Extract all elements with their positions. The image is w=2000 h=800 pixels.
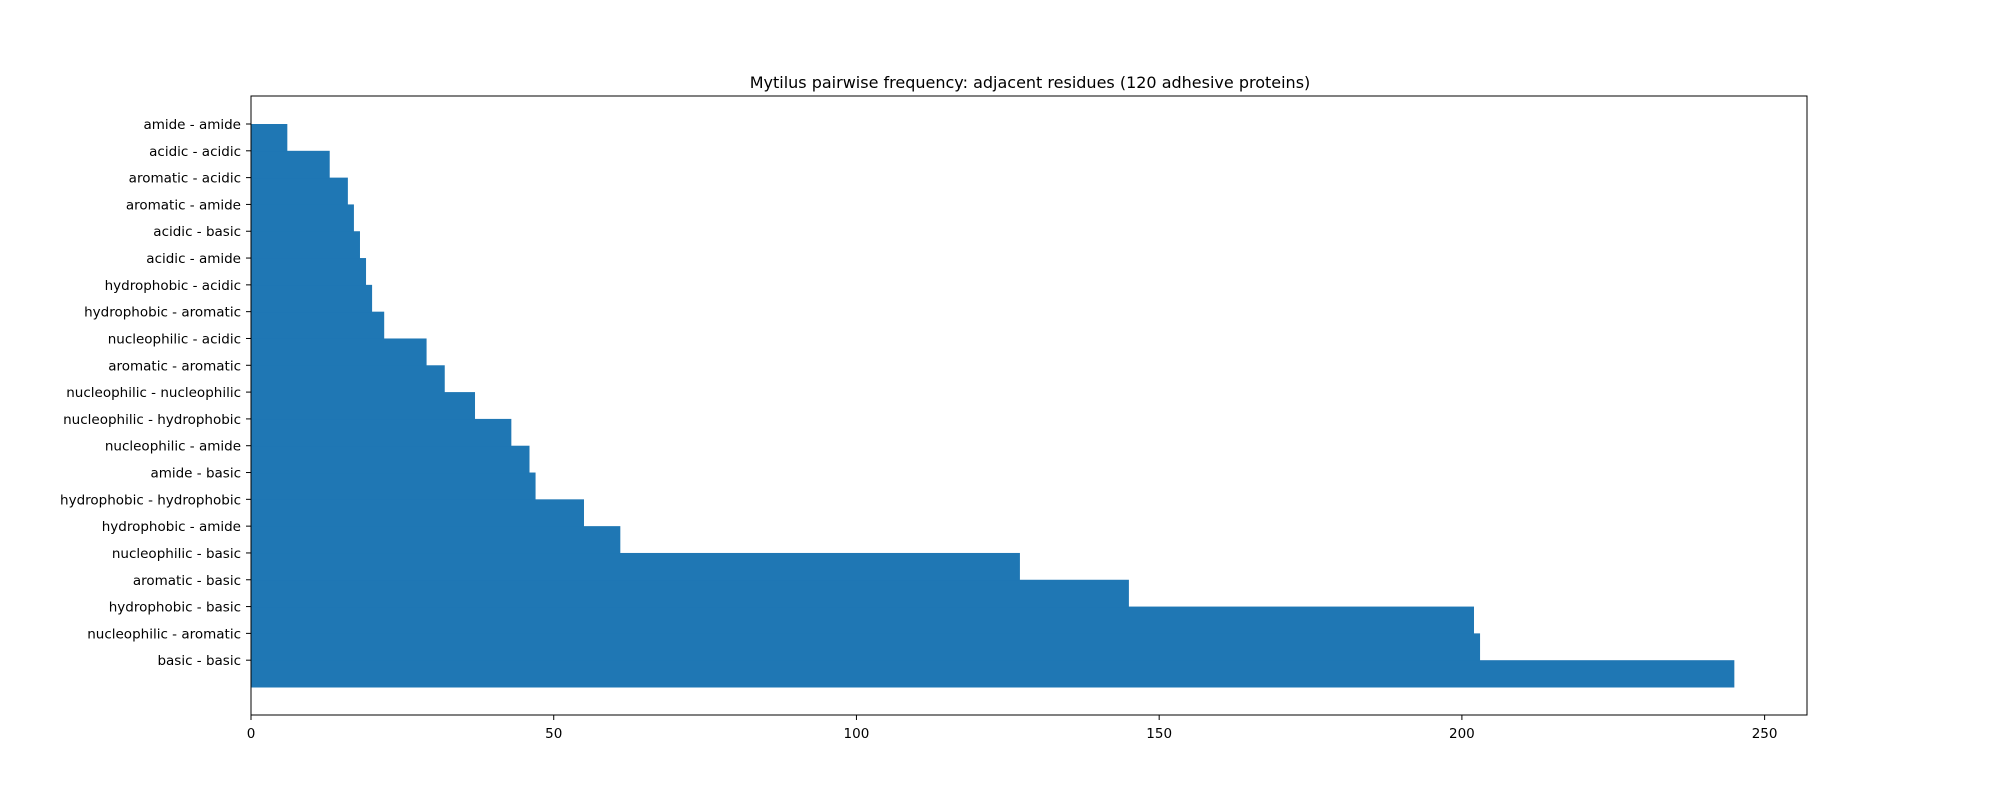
bar (251, 177, 348, 205)
bar (251, 606, 1475, 634)
y-tick-label: nucleophilic - nucleophilic (66, 385, 241, 401)
plot-frame (250, 95, 1808, 716)
bar (251, 258, 367, 286)
bar (251, 660, 1735, 688)
y-tick-label: acidic - basic (153, 224, 241, 240)
y-tick-label: nucleophilic - acidic (108, 331, 241, 347)
x-tick-label: 150 (1146, 726, 1172, 742)
y-tick-label: amide - basic (150, 466, 241, 482)
bar (251, 150, 330, 179)
chart-title: Mytilus pairwise frequency: adjacent res… (750, 73, 1311, 92)
y-tick-label: aromatic - acidic (129, 171, 241, 187)
y-tick-label: aromatic - basic (133, 573, 241, 589)
x-tick-label: 100 (844, 726, 870, 742)
y-tick-label: nucleophilic - aromatic (87, 626, 241, 642)
bar (251, 472, 536, 500)
bar (251, 418, 512, 447)
y-tick-label: hydrophobic - acidic (105, 278, 241, 294)
y-tick-label: acidic - acidic (149, 144, 241, 160)
bar (251, 526, 621, 554)
bar (251, 124, 288, 152)
bar (251, 311, 385, 339)
y-tick-label: acidic - amide (146, 251, 241, 267)
y-tick-label: nucleophilic - amide (105, 439, 241, 455)
bar (251, 338, 427, 366)
bar (251, 284, 373, 313)
y-tick-label: hydrophobic - aromatic (84, 305, 241, 321)
x-tick-label: 200 (1449, 726, 1475, 742)
y-tick-label: aromatic - aromatic (108, 358, 241, 374)
y-tick-label: nucleophilic - basic (112, 546, 241, 562)
y-tick-label: hydrophobic - hydrophobic (60, 492, 241, 508)
bar (251, 365, 445, 393)
x-tick-label: 250 (1752, 726, 1778, 742)
bar (251, 392, 476, 420)
y-tick-label: nucleophilic - hydrophobic (63, 412, 241, 428)
bar (251, 552, 1020, 581)
bar (251, 204, 354, 232)
bar (251, 579, 1129, 608)
y-tick-label: amide - amide (143, 117, 241, 133)
bars-group (251, 124, 1735, 688)
bar (251, 633, 1481, 661)
y-tick-label: aromatic - amide (126, 197, 241, 213)
x-tick-label: 0 (247, 726, 256, 742)
bar (251, 445, 530, 474)
x-tick-label: 50 (545, 726, 562, 742)
y-tick-label: hydrophobic - amide (102, 519, 241, 535)
x-axis-ticks: 0 50 100 150 200 250 (247, 715, 1778, 742)
bar (251, 499, 584, 527)
y-axis-ticks: basic - basic nucleophilic - aromatic hydr… (60, 117, 251, 669)
y-tick-label: basic - basic (157, 653, 241, 669)
y-tick-label: hydrophobic - basic (109, 600, 241, 616)
bar (251, 231, 360, 259)
